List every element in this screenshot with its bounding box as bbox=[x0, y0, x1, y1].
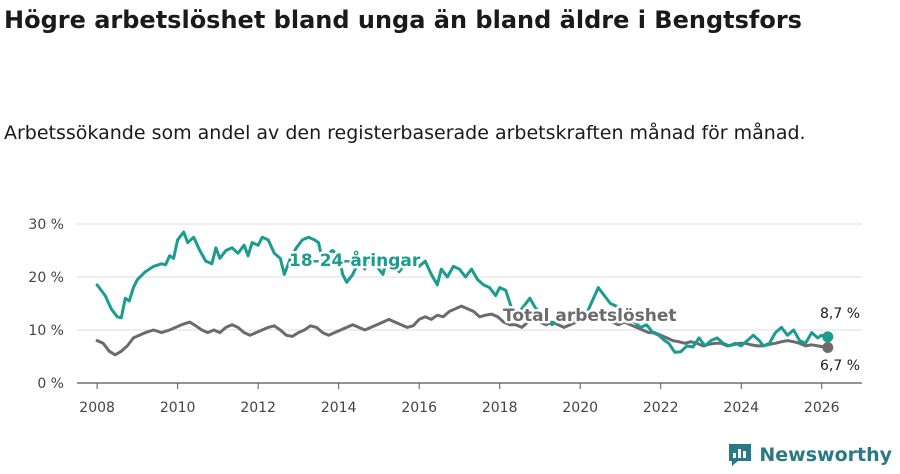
y-tick-label: 10 % bbox=[28, 323, 64, 339]
x-tick-label: 2024 bbox=[723, 400, 759, 416]
total-series-label: Total arbetslöshet bbox=[503, 306, 677, 326]
x-tick-label: 2010 bbox=[160, 400, 196, 416]
brand-name: Newsworthy bbox=[759, 444, 892, 466]
newsworthy-logo-icon bbox=[729, 444, 752, 466]
x-tick-label: 2022 bbox=[643, 400, 679, 416]
y-tick-label: 20 % bbox=[28, 270, 64, 286]
y-tick-label: 0 % bbox=[37, 376, 64, 392]
x-tick-label: 2018 bbox=[482, 400, 518, 416]
x-tick-label: 2014 bbox=[321, 400, 357, 416]
x-tick-label: 2016 bbox=[401, 400, 437, 416]
chart-title: Högre arbetslöshet bland unga än bland ä… bbox=[4, 6, 802, 34]
youth-end-point bbox=[822, 331, 834, 343]
x-tick-label: 2008 bbox=[79, 400, 115, 416]
total-end-point bbox=[822, 341, 834, 353]
brand-logo: Newsworthy bbox=[727, 442, 892, 468]
x-tick-label: 2020 bbox=[562, 400, 598, 416]
youth-series-label: 18-24-åringar bbox=[289, 249, 421, 271]
y-tick-label: 30 % bbox=[28, 217, 64, 233]
total-end-label: 6,7 % bbox=[820, 358, 860, 374]
chart-subtitle: Arbetssökande som andel av den registerb… bbox=[4, 122, 806, 144]
youth-end-label: 8,7 % bbox=[820, 306, 860, 322]
x-tick-label: 2026 bbox=[804, 400, 840, 416]
youth-series-line bbox=[95, 230, 830, 354]
x-tick-label: 2012 bbox=[240, 400, 276, 416]
